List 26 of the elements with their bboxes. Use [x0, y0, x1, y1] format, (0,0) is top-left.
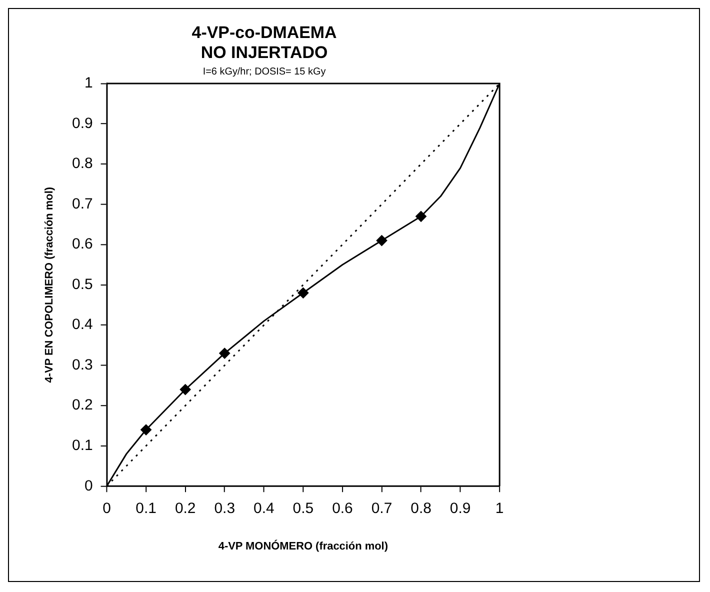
- x-axis-title: 4-VP MONÓMERO (fracción mol): [218, 540, 388, 553]
- x-tick-label: 0: [102, 500, 111, 518]
- x-tick-label: 0.6: [332, 500, 353, 518]
- y-tick-label: 0: [84, 477, 93, 494]
- y-tick-label: 0.4: [72, 316, 93, 334]
- y-tick-label: 0.3: [72, 356, 93, 374]
- x-tick-label: 0.9: [450, 500, 471, 518]
- y-tick-label: 0.8: [72, 155, 93, 172]
- y-tick-label: 1: [84, 74, 93, 92]
- chart-title: 4-VP-co-DMAEMA NO INJERTADO: [192, 22, 337, 62]
- chart-subtitle: I=6 kGy/hr; DOSIS= 15 kGy: [202, 66, 326, 78]
- y-tick-label: 0.7: [72, 195, 93, 212]
- x-tick-label: 0.7: [371, 500, 392, 518]
- y-tick-label: 0.2: [72, 396, 93, 414]
- x-tick-label: 0.1: [136, 500, 156, 518]
- y-tick-label: 0.9: [72, 114, 93, 132]
- x-tick-label: 0.2: [174, 500, 196, 518]
- y-tick-label: 0.6: [72, 236, 93, 253]
- y-axis-title: 4-VP EN COPOLIMERO (fracción mol): [44, 186, 56, 383]
- y-tick-label: 0.5: [72, 276, 93, 293]
- x-tick-label: 0.8: [410, 500, 432, 518]
- x-tick-label: 1: [495, 500, 504, 518]
- x-tick-label: 0.3: [214, 500, 235, 518]
- y-tick-label: 0.1: [72, 437, 93, 454]
- x-tick-label: 0.5: [292, 500, 314, 518]
- x-tick-label: 0.4: [254, 500, 274, 518]
